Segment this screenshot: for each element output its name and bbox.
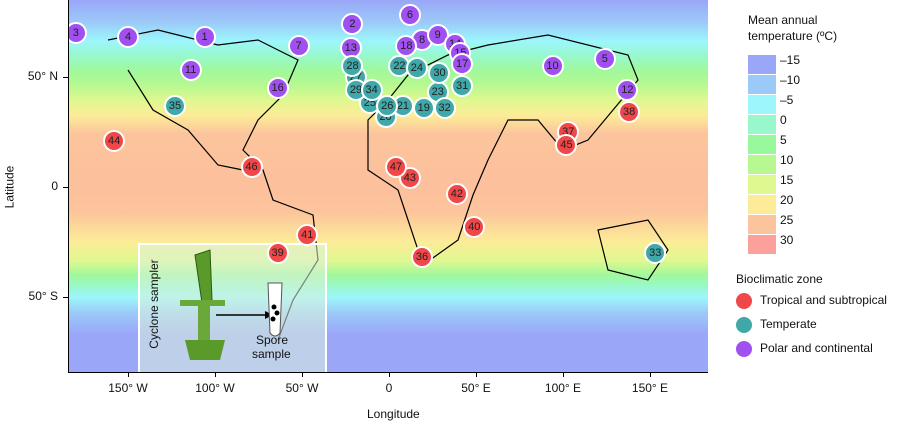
temperature-legend-title: Mean annual temperature (ºC) bbox=[748, 12, 837, 44]
cyclone-sampler-illustration bbox=[180, 249, 283, 360]
site-marker-38: 38 bbox=[618, 101, 641, 124]
world-temperature-map: Cyclone sampler Spore sample 1 2 3 4 5 6 7 8 9 10… bbox=[68, 0, 708, 373]
spore-label: Spore bbox=[256, 333, 289, 347]
site-marker-39: 39 bbox=[266, 242, 289, 264]
legend-label: –10 bbox=[780, 73, 801, 87]
y-axis-line bbox=[68, 0, 69, 372]
legend-swatch bbox=[748, 135, 776, 154]
site-marker-2: 2 bbox=[341, 13, 364, 36]
legend-swatch bbox=[748, 75, 776, 94]
legend-title-line1: Mean annual bbox=[748, 13, 818, 27]
zone-label: Tropical and subtropical bbox=[760, 293, 887, 308]
y-tick bbox=[63, 77, 68, 78]
site-marker-16: 16 bbox=[266, 77, 289, 99]
x-tick-label: 150° E bbox=[631, 381, 669, 395]
site-marker-18: 18 bbox=[395, 35, 418, 58]
sample-label: sample bbox=[252, 347, 291, 361]
y-tick-label: 50° N bbox=[27, 69, 58, 83]
x-tick bbox=[563, 372, 564, 377]
site-marker-10: 10 bbox=[541, 55, 564, 77]
legend-label: 15 bbox=[780, 173, 794, 187]
site-marker-6: 6 bbox=[398, 4, 421, 27]
site-marker-7: 7 bbox=[287, 35, 310, 58]
x-axis-label: Longitude bbox=[367, 407, 420, 421]
legend-swatch bbox=[748, 235, 776, 254]
legend-swatch bbox=[748, 95, 776, 114]
x-tick-label: 100° E bbox=[544, 381, 582, 395]
site-marker-30: 30 bbox=[428, 61, 451, 84]
cyclone-sampler-label: Cyclone sampler bbox=[147, 259, 161, 349]
x-tick bbox=[389, 372, 390, 377]
legend-label: 5 bbox=[780, 133, 787, 147]
legend-swatch bbox=[748, 155, 776, 174]
legend-label: 30 bbox=[780, 233, 794, 247]
site-marker-11: 11 bbox=[179, 59, 202, 82]
legend-title-line2: temperature (ºC) bbox=[748, 29, 838, 43]
site-marker-34: 34 bbox=[360, 79, 383, 102]
x-tick bbox=[215, 372, 216, 377]
site-marker-1: 1 bbox=[193, 26, 216, 49]
legend-label: 0 bbox=[780, 113, 787, 127]
legend-swatch bbox=[748, 115, 776, 134]
site-marker-5: 5 bbox=[593, 48, 616, 71]
site-marker-41: 41 bbox=[296, 224, 319, 247]
x-tick-label: 150° W bbox=[108, 381, 148, 395]
zone-label: Polar and continental bbox=[760, 341, 873, 356]
zone-legend-item: Temperate bbox=[736, 317, 817, 333]
legend-swatch bbox=[748, 215, 776, 234]
legend-swatch bbox=[748, 55, 776, 74]
site-marker-36: 36 bbox=[411, 246, 434, 269]
site-marker-26: 26 bbox=[376, 94, 399, 117]
x-tick-label: 50° W bbox=[285, 381, 319, 395]
x-tick-label: 50° E bbox=[461, 381, 491, 395]
legend-swatch bbox=[748, 175, 776, 194]
x-tick bbox=[476, 372, 477, 377]
x-tick bbox=[128, 372, 129, 377]
site-marker-45: 45 bbox=[555, 134, 578, 157]
y-tick bbox=[63, 187, 68, 188]
legend-label: –5 bbox=[780, 93, 794, 107]
legend-label: 20 bbox=[780, 193, 794, 207]
x-tick bbox=[302, 372, 303, 377]
site-marker-28: 28 bbox=[341, 55, 364, 77]
site-marker-35: 35 bbox=[163, 94, 186, 117]
site-marker-46: 46 bbox=[240, 156, 263, 179]
legend-label: 25 bbox=[780, 213, 794, 227]
site-marker-42: 42 bbox=[445, 182, 468, 205]
site-marker-4: 4 bbox=[117, 26, 139, 49]
site-marker-31: 31 bbox=[451, 74, 474, 97]
y-axis-label: Latitude bbox=[2, 165, 17, 209]
site-marker-17: 17 bbox=[451, 52, 474, 75]
site-marker-3: 3 bbox=[68, 22, 87, 44]
legend-label: 10 bbox=[780, 153, 794, 167]
y-tick-label: 0 bbox=[51, 179, 58, 193]
zone-legend-item: Tropical and subtropical bbox=[736, 293, 887, 309]
x-tick-label: 100° W bbox=[195, 381, 235, 395]
site-marker-33: 33 bbox=[644, 242, 667, 264]
x-tick bbox=[650, 372, 651, 377]
zone-dot-icon bbox=[736, 293, 752, 309]
site-marker-32: 32 bbox=[433, 96, 456, 119]
zone-label: Temperate bbox=[760, 317, 817, 332]
site-marker-44: 44 bbox=[103, 129, 126, 152]
legend-swatch bbox=[748, 195, 776, 214]
zone-legend-item: Polar and continental bbox=[736, 341, 873, 357]
x-tick-label: 0 bbox=[385, 381, 393, 395]
zone-legend-title: Bioclimatic zone bbox=[736, 272, 823, 286]
zone-dot-icon bbox=[736, 317, 752, 333]
site-marker-40: 40 bbox=[463, 215, 486, 238]
site-marker-19: 19 bbox=[412, 96, 435, 119]
site-marker-12: 12 bbox=[616, 79, 639, 102]
site-marker-47: 47 bbox=[384, 156, 407, 179]
cyclone-sampler-inset: Cyclone sampler Spore sample bbox=[138, 243, 327, 372]
legend-label: –15 bbox=[780, 53, 801, 67]
y-tick-label: 50° S bbox=[28, 289, 58, 303]
site-marker-24: 24 bbox=[405, 57, 428, 80]
zone-dot-icon bbox=[736, 341, 752, 357]
y-tick bbox=[63, 297, 68, 298]
